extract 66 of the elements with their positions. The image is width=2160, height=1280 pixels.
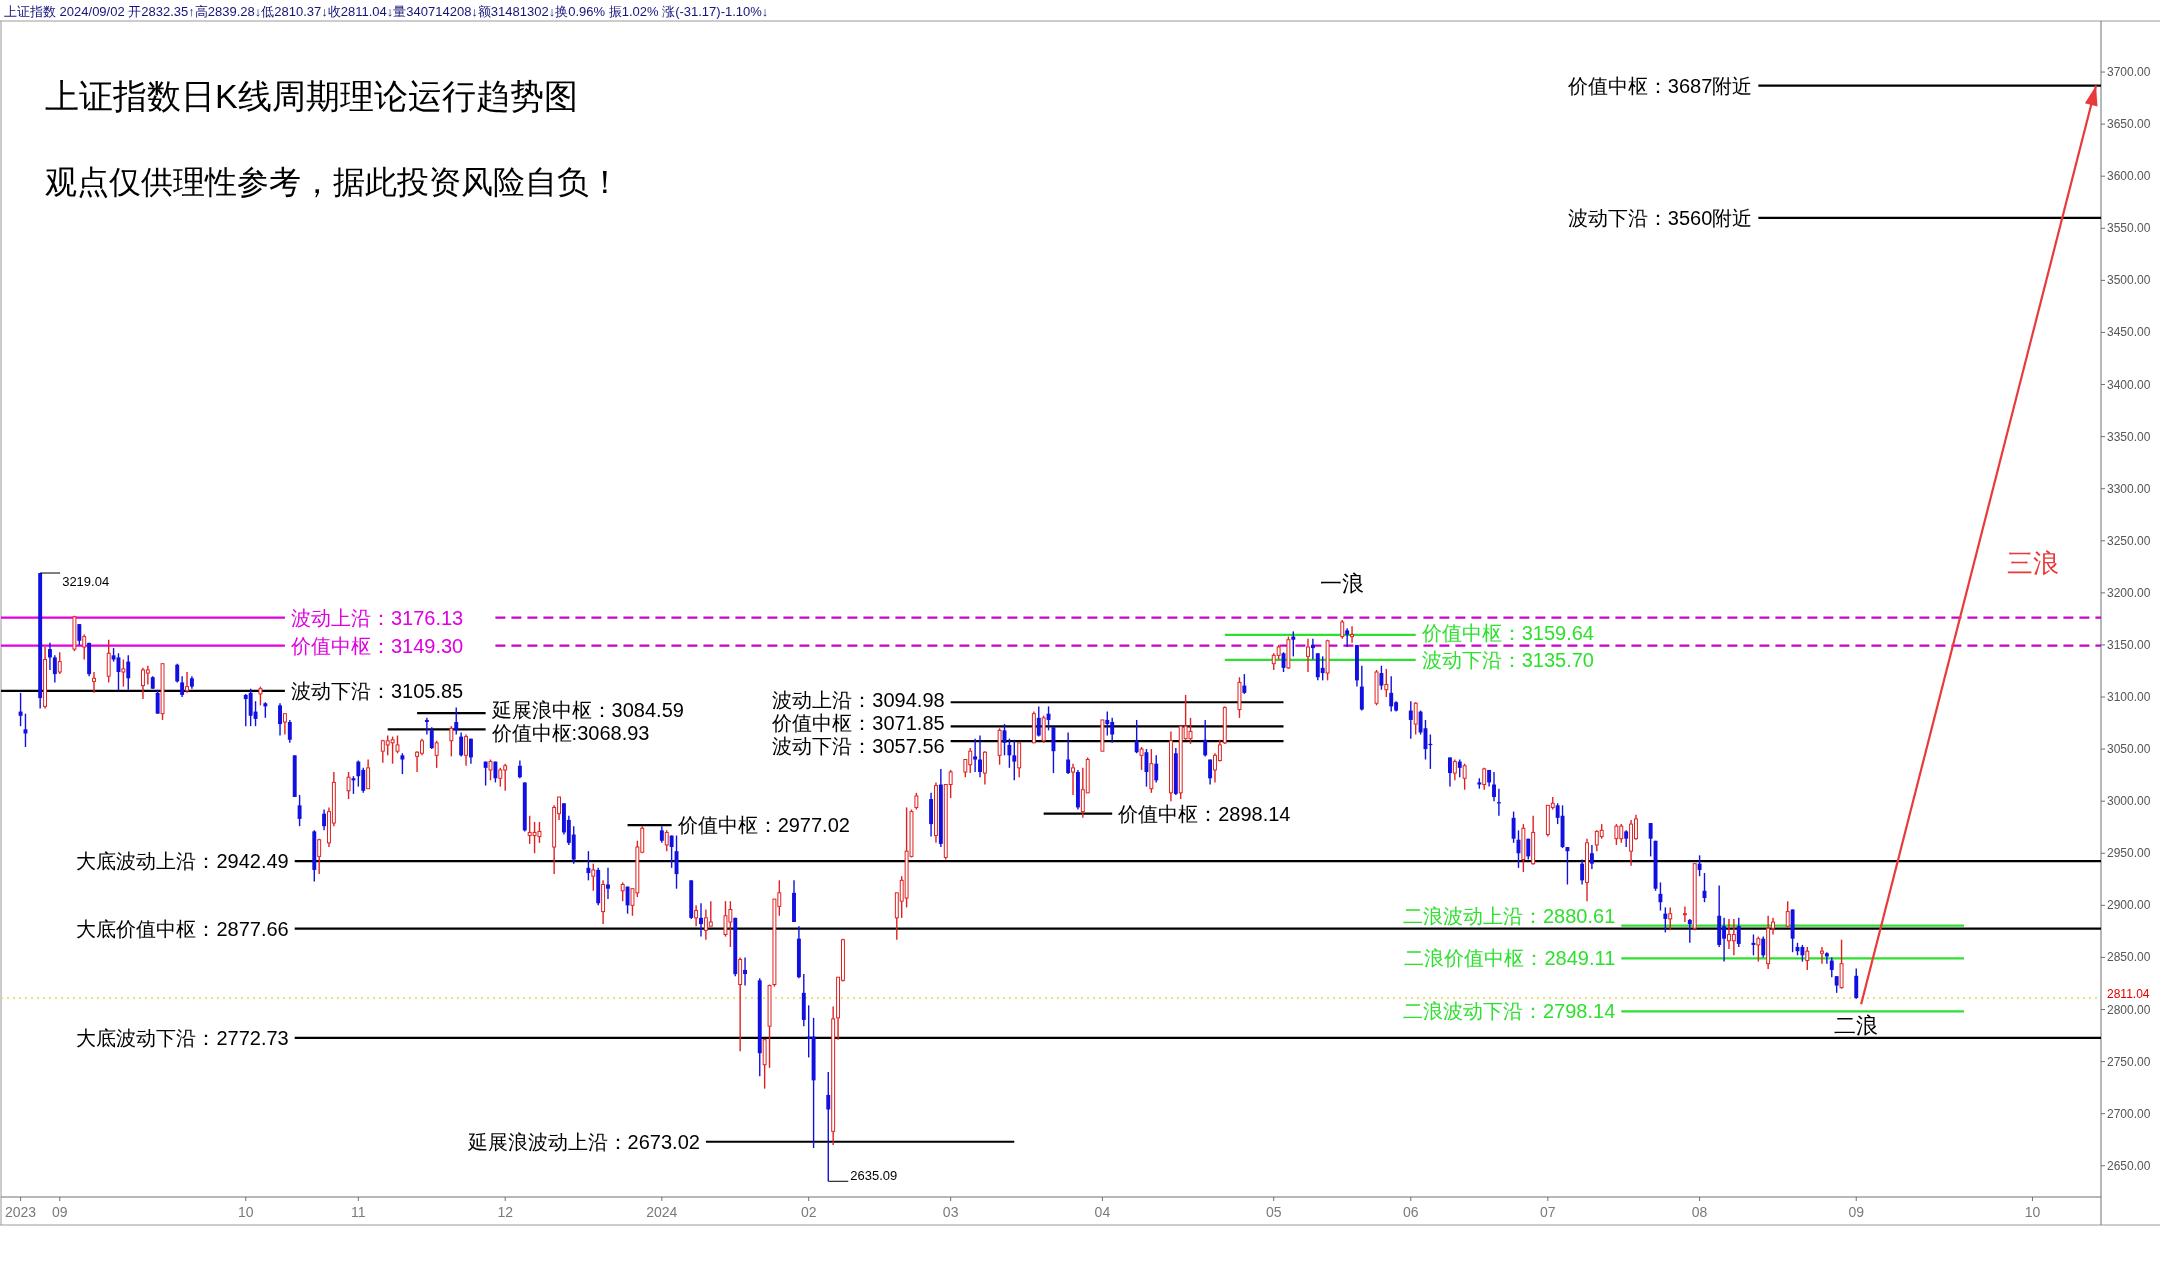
y-tick-label: 3250.00 <box>2107 533 2151 548</box>
series-name: 大底波动上沿：2942.49 <box>76 850 289 873</box>
x-tick-label: 12 <box>497 1204 513 1220</box>
y-tick-label: 2900.00 <box>2107 898 2151 913</box>
y-tick-label: 3350.00 <box>2107 429 2151 444</box>
ref-line-label: 2811.04 <box>2107 987 2150 1001</box>
series-name: 二浪波动下沿：2798.14 <box>1403 1000 1616 1023</box>
x-tick-label: 04 <box>1094 1204 1111 1220</box>
series-name: 大底波动下沿：2772.73 <box>76 1026 289 1049</box>
value-label: 2635.09 <box>850 1167 898 1183</box>
x-tick-label: 03 <box>942 1204 959 1220</box>
annotation: 一浪 <box>1320 571 1365 597</box>
series-name: 价值中枢：3159.64 <box>1421 622 1594 645</box>
series-name: 波动上沿：3094.98 <box>772 689 945 712</box>
x-tick-label: 11 <box>351 1204 366 1220</box>
x-tick-label: 07 <box>1540 1204 1556 1220</box>
y-tick-label: 2800.00 <box>2107 1002 2151 1017</box>
x-tick-label: 02 <box>800 1204 817 1220</box>
x-tick-label: 2024 <box>646 1204 678 1220</box>
y-tick-label: 2700.00 <box>2107 1106 2151 1121</box>
y-tick-label: 2650.00 <box>2107 1158 2151 1173</box>
series-name: 延展浪中枢：3084.59 <box>491 698 684 721</box>
series-name: 价值中枢：3149.30 <box>290 634 464 657</box>
x-tick-label: 05 <box>1265 1204 1282 1220</box>
series-name: 波动下沿：3105.85 <box>290 679 464 702</box>
y-tick-label: 3300.00 <box>2107 481 2151 496</box>
series-name: 价值中枢：3071.85 <box>772 712 945 735</box>
x-tick-label: 08 <box>1691 1204 1708 1220</box>
x-tick-label: 2023 <box>5 1204 37 1220</box>
x-tick-label: 10 <box>2024 1204 2041 1220</box>
x-tick-label: 09 <box>1848 1204 1865 1220</box>
value-label: 3219.04 <box>62 573 110 589</box>
series-name: 二浪价值中枢：2849.11 <box>1404 947 1616 970</box>
series-name: 波动下沿：3057.56 <box>772 735 945 758</box>
series-name: 大底价值中枢：2877.66 <box>76 917 289 940</box>
y-tick-label: 3400.00 <box>2107 377 2151 392</box>
series-name: 二浪波动上沿：2880.61 <box>1403 905 1616 928</box>
series-name: 价值中枢：2898.14 <box>1118 802 1291 825</box>
y-tick-label: 3500.00 <box>2107 273 2151 288</box>
x-tick-label: 09 <box>51 1204 68 1220</box>
series-name: 延展浪波动上沿：2673.02 <box>467 1130 700 1153</box>
x-tick-label: 06 <box>1403 1204 1419 1220</box>
series-name: 价值中枢：2977.02 <box>677 814 850 837</box>
y-tick-label: 2750.00 <box>2107 1054 2151 1069</box>
y-tick-label: 3100.00 <box>2107 690 2151 704</box>
series-name: 价值中枢：3687附近 <box>1567 74 1753 97</box>
y-tick-label: 3650.00 <box>2107 117 2151 132</box>
y-tick-label: 3700.00 <box>2107 65 2151 80</box>
subtitle: 观点仅供理性参考，据此投资风险自负！ <box>45 164 621 200</box>
y-tick-label: 3150.00 <box>2107 637 2151 652</box>
series-name: 价值中枢:3068.93 <box>491 721 650 744</box>
series-name: 波动上沿：3176.13 <box>290 606 464 629</box>
annotation: 上证指数 2024/09/02 开2832.35↑高2839.28↓低2810.37↓收2811.04↓量340714208↓额31481302↓换0.96% 振1.02% 涨(-31.17)-1.10%↓ <box>4 3 769 19</box>
annotation: 二浪 <box>1834 1012 1879 1038</box>
y-tick-label: 2850.00 <box>2107 950 2151 965</box>
y-tick-label: 3000.00 <box>2107 794 2151 809</box>
y-tick-label: 3450.00 <box>2107 325 2151 340</box>
y-tick-label: 3050.00 <box>2107 742 2151 757</box>
y-tick-label: 3600.00 <box>2107 169 2151 184</box>
series-name: 波动下沿：3135.70 <box>1421 648 1594 671</box>
y-tick-label: 3550.00 <box>2107 221 2151 236</box>
series-name: 波动下沿：3560附近 <box>1567 206 1753 229</box>
title: 上证指数日K线周期理论运行趋势图 <box>45 77 578 115</box>
x-tick-label: 10 <box>237 1204 254 1220</box>
y-tick-label: 3200.00 <box>2107 585 2151 600</box>
y-tick-label: 2950.00 <box>2107 846 2151 861</box>
